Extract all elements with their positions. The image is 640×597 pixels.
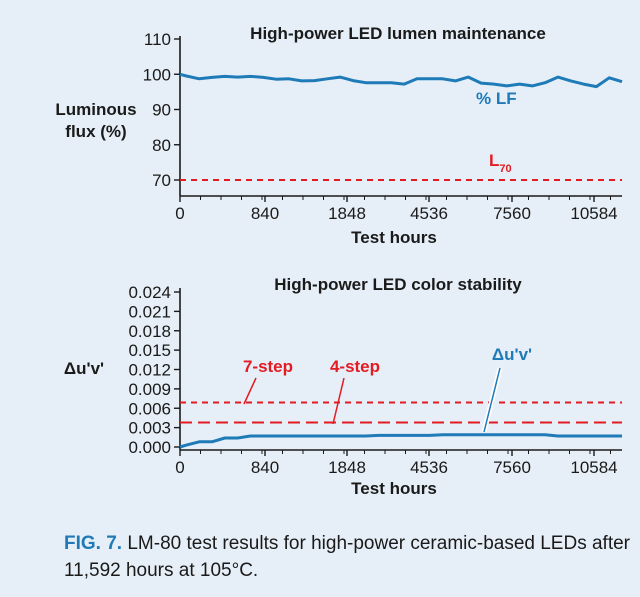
four-step-leader [332,377,345,425]
lumen-y-axis-label-line2: flux (%) [65,122,126,141]
color-x-tick-label: 7560 [493,458,531,477]
lumen-x-ticks: 0 840 1848 4536 7560 10584 [175,196,618,223]
color-series-leader [483,367,501,433]
color-x-ticks: 0 840 1848 4536 7560 10584 [175,450,618,477]
lumen-chart-title: High-power LED lumen maintenance [250,24,546,43]
color-x-tick-label: 1848 [328,458,366,477]
lumen-y-tick-label: 100 [143,65,171,84]
color-x-axis-label: Test hours [351,479,437,498]
l70-label: L70 [489,151,512,175]
color-reference-lines [180,401,622,424]
color-y-axis-label: Δu'v' [64,359,104,378]
lumen-x-tick-label: 1848 [328,204,366,223]
figure-caption: FIG. 7. LM-80 test results for high-powe… [64,530,634,584]
color-y-tick-label: 0.021 [128,302,171,321]
lumen-y-ticks: 70 80 90 100 110 [143,30,180,190]
color-y-tick-label: 0.009 [128,380,171,399]
color-y-tick-label: 0.018 [128,322,171,341]
color-x-tick-label: 840 [251,458,279,477]
color-chart-title: High-power LED color stability [274,275,522,294]
color-x-tick-label: 0 [175,458,184,477]
figure-label: FIG. 7. [64,533,123,554]
color-y-tick-label: 0.015 [128,341,171,360]
color-series-label: Δu'v' [492,345,532,364]
color-y-tick-label: 0.024 [128,283,171,302]
seven-step-leader [243,377,257,405]
color-y-ticks: 0.0000.0030.0060.0090.0120.0150.0180.021… [128,283,180,457]
color-chart: High-power LED color stability Δu'v' 0.0… [64,275,622,498]
l70-label-main: L [489,151,499,170]
lumen-x-axis-label: Test hours [351,228,437,247]
lumen-y-axis-label-line1: Luminous [55,100,136,119]
color-y-tick-label: 0.012 [128,361,171,380]
caption-text: LM-80 test results for high-power cerami… [64,533,631,581]
lumen-x-tick-label: 0 [175,204,184,223]
seven-step-label: 7-step [243,357,293,376]
lumen-y-tick-label: 80 [152,136,171,155]
lumen-series [179,72,623,89]
lumen-x-tick-label: 10584 [570,204,617,223]
color-x-tick-label: 10584 [570,458,617,477]
lumen-x-tick-label: 840 [251,204,279,223]
lumen-series-label: % LF [476,89,517,108]
lumen-x-tick-label: 7560 [493,204,531,223]
four-step-label: 4-step [330,357,380,376]
lumen-y-tick-label: 110 [144,30,171,49]
lumen-y-tick-label: 70 [152,171,171,190]
color-x-tick-label: 4536 [410,458,448,477]
l70-label-sub: 70 [499,163,511,175]
lumen-series-line-0 [179,72,623,89]
color-series [179,433,622,449]
color-y-tick-label: 0.003 [128,419,171,438]
color-y-tick-label: 0.006 [128,399,171,418]
lumen-chart: High-power LED lumen maintenance Luminou… [55,24,623,247]
color-y-tick-label: 0.000 [128,438,171,457]
lumen-y-tick-label: 90 [152,101,171,120]
lumen-x-tick-label: 4536 [410,204,448,223]
color-series-line-0 [179,433,622,449]
